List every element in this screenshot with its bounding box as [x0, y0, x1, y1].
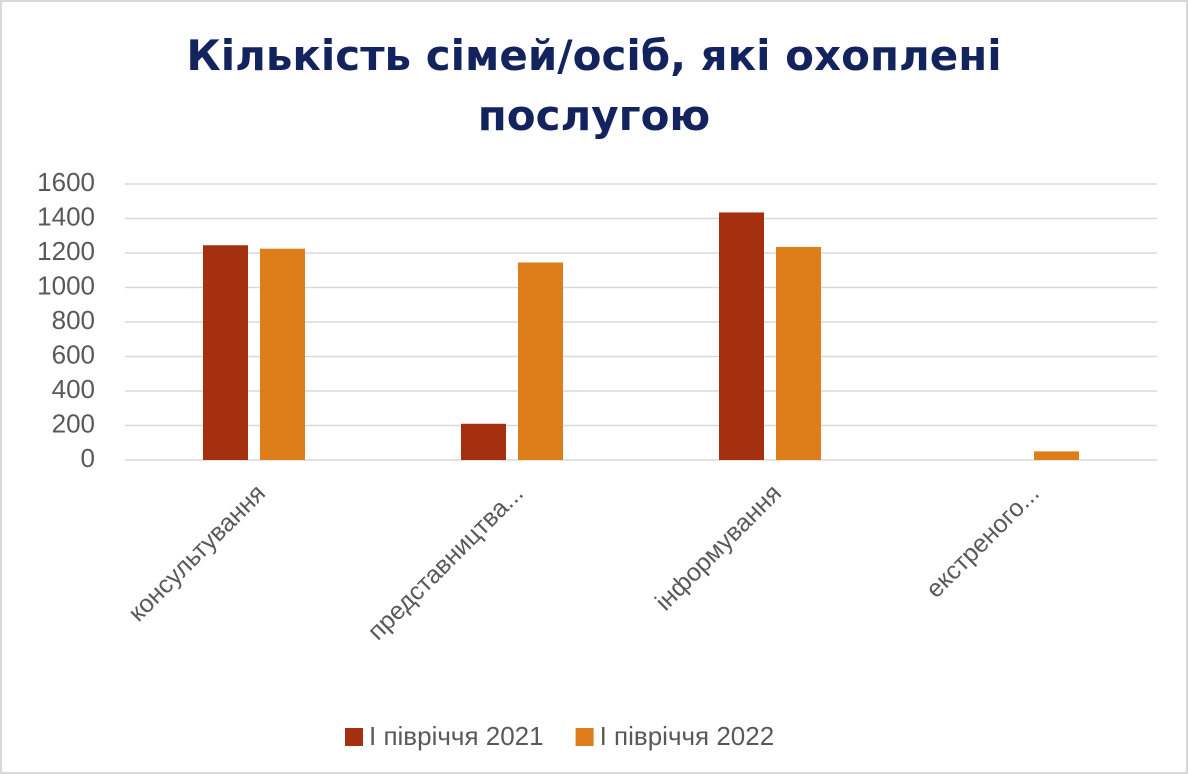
y-tick-label: 0: [81, 443, 95, 473]
bar: [260, 248, 305, 460]
legend-swatch: [345, 728, 363, 746]
bar: [719, 212, 764, 460]
y-tick-label: 400: [52, 374, 95, 404]
y-tick-label: 600: [52, 339, 95, 369]
bar: [518, 262, 563, 460]
y-tick-label: 1400: [37, 201, 95, 231]
legend-swatch: [575, 728, 594, 746]
bar: [1034, 451, 1079, 460]
y-tick-label: 1200: [37, 236, 95, 266]
y-tick-label: 1600: [37, 167, 95, 197]
x-tick-label: представництва...: [362, 479, 529, 646]
chart-title: Кількість сімей/осіб, які охоплені послу…: [186, 31, 1002, 140]
x-tick-label: інформування: [650, 479, 787, 616]
bar: [203, 245, 248, 460]
y-tick-label: 1000: [37, 270, 95, 300]
bar: [461, 423, 506, 460]
bar: [776, 246, 821, 460]
x-tick-label: консультування: [123, 479, 271, 627]
x-tick-label: екстреного...: [921, 479, 1045, 603]
legend-label: І півріччя 2021: [369, 721, 544, 751]
y-tick-label: 200: [52, 408, 95, 438]
y-tick-label: 800: [52, 305, 95, 335]
legend-label: І півріччя 2022: [600, 721, 775, 751]
